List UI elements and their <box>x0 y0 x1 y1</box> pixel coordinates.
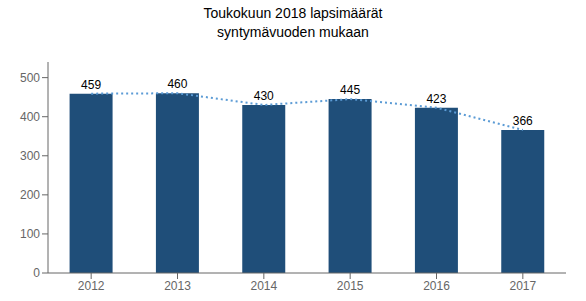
svg-text:500: 500 <box>20 71 40 85</box>
svg-text:2012: 2012 <box>78 279 105 293</box>
svg-text:300: 300 <box>20 149 40 163</box>
svg-text:366: 366 <box>513 114 533 128</box>
svg-text:2015: 2015 <box>337 279 364 293</box>
svg-text:445: 445 <box>340 83 360 97</box>
svg-text:459: 459 <box>81 78 101 92</box>
html-text:Toukokuun 2018 lapsimäärät: Toukokuun 2018 lapsimäärät <box>203 5 383 21</box>
svg-text:2014: 2014 <box>250 279 277 293</box>
svg-text:2017: 2017 <box>509 279 536 293</box>
svg-text:0: 0 <box>33 266 40 280</box>
svg-text:430: 430 <box>254 89 274 103</box>
svg-text:200: 200 <box>20 188 40 202</box>
svg-text:2013: 2013 <box>164 279 191 293</box>
svg-text:423: 423 <box>426 92 446 106</box>
svg-text:400: 400 <box>20 110 40 124</box>
svg-text:2016: 2016 <box>423 279 450 293</box>
svg-text:460: 460 <box>167 77 187 91</box>
html-text:syntymävuoden mukaan: syntymävuoden mukaan <box>217 24 369 40</box>
svg-text:100: 100 <box>20 227 40 241</box>
